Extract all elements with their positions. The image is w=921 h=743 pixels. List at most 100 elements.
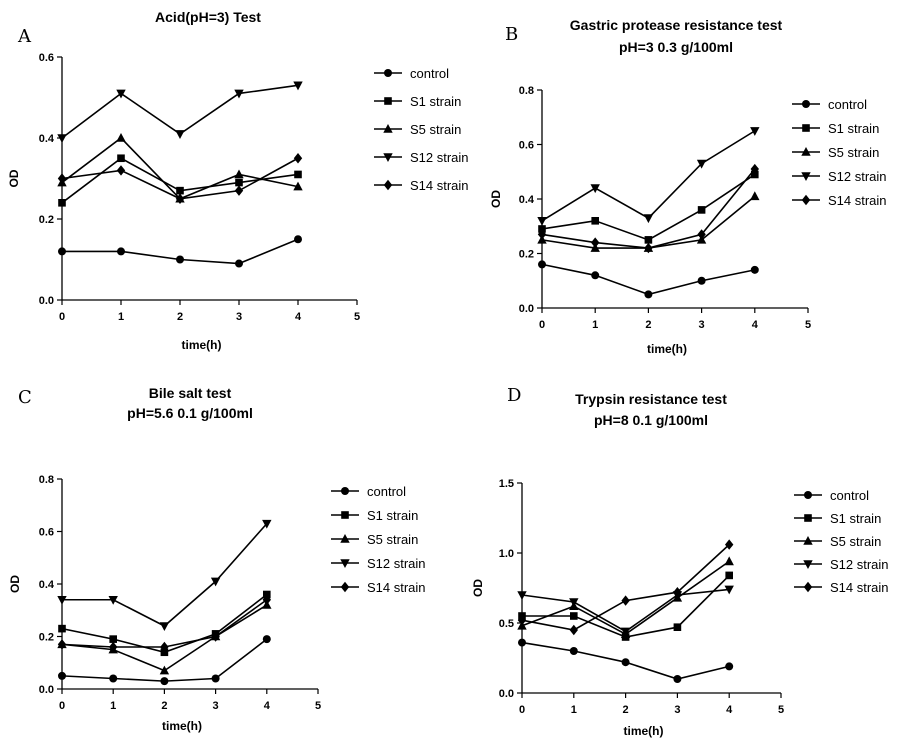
y-tick-label: 0.8 [519, 85, 534, 97]
data-point [517, 615, 527, 626]
legend-entry: S12 strain [374, 150, 469, 165]
x-tick-label: 0 [519, 704, 525, 716]
data-point [175, 193, 185, 204]
data-point [517, 591, 527, 600]
y-tick-label: 0.0 [499, 688, 514, 700]
data-point [176, 255, 184, 264]
series-circle [538, 260, 759, 299]
legend-entry: control [792, 97, 867, 112]
data-point [725, 662, 734, 671]
data-point [211, 631, 220, 642]
data-point [160, 677, 169, 686]
x-tick-label: 4 [295, 311, 302, 323]
legend-label: S1 strain [830, 511, 881, 526]
y-tick-label: 0.6 [39, 52, 54, 64]
data-point [644, 236, 653, 244]
legend-label: S12 strain [367, 556, 426, 571]
x-tick-label: 0 [59, 700, 65, 712]
series-square [538, 170, 759, 244]
legend-entry: S1 strain [792, 121, 879, 136]
data-point [160, 641, 169, 653]
chart-title: Trypsin resistance test [575, 391, 727, 407]
legend-marker [384, 97, 392, 105]
data-point [750, 163, 759, 175]
legend-label: S12 strain [410, 150, 469, 165]
data-point [697, 276, 706, 285]
legend-label: S5 strain [830, 534, 881, 549]
y-tick-label: 0.2 [39, 214, 54, 226]
data-point [724, 556, 734, 566]
data-point [175, 130, 185, 139]
chart-subtitle: pH=3 0.3 g/100ml [619, 39, 733, 55]
legend-marker [803, 560, 813, 569]
legend-entry: S14 strain [374, 178, 469, 193]
x-tick-label: 3 [699, 319, 705, 331]
data-point [116, 165, 126, 176]
data-point [621, 595, 630, 606]
x-tick-label: 5 [778, 704, 784, 716]
legend-marker [801, 172, 811, 181]
data-point [293, 81, 303, 91]
data-point [108, 595, 118, 605]
series-triangle-down [57, 519, 272, 631]
data-point [262, 594, 271, 605]
data-point [590, 184, 600, 194]
series-triangle-up [57, 600, 272, 675]
y-tick-label: 0.6 [39, 527, 54, 539]
data-point [750, 265, 759, 274]
x-tick-label: 2 [161, 700, 167, 712]
panel-letter: D [507, 385, 521, 406]
data-point [262, 519, 272, 529]
x-tick-label: 5 [354, 311, 360, 323]
data-point [159, 622, 170, 631]
y-tick-label: 0.6 [519, 140, 534, 152]
legend-marker [383, 124, 393, 133]
y-tick-label: 0.5 [499, 618, 514, 630]
data-point [538, 260, 546, 269]
data-point [262, 635, 271, 644]
series-triangle-down [537, 127, 760, 226]
x-tick-label: 2 [177, 311, 183, 323]
legend-label: S5 strain [410, 122, 461, 137]
chart-title: Gastric protease resistance test [570, 17, 783, 33]
chart-subtitle: pH=5.6 0.1 g/100ml [127, 405, 253, 421]
x-tick-label: 0 [539, 319, 545, 331]
y-axis-label: OD [7, 169, 21, 187]
data-point [569, 647, 578, 655]
y-tick-label: 0.0 [519, 303, 534, 315]
legend-marker [384, 69, 392, 77]
data-point [57, 134, 67, 143]
data-point [294, 235, 302, 244]
series-triangle-down [517, 585, 734, 637]
data-point [537, 217, 547, 226]
data-point [234, 89, 244, 99]
data-point [570, 612, 578, 620]
data-point [58, 247, 66, 256]
data-point [116, 89, 126, 99]
series-line [61, 84, 299, 139]
panel-a: A Acid(pH=3) Test 0 1 2 3 4 5 0.0 0.2 0.4 0.6 time(h… [7, 9, 469, 352]
series-line [521, 544, 730, 631]
panel-letter: A [17, 26, 32, 47]
legend-label: S14 strain [828, 193, 887, 208]
legend-marker [801, 194, 811, 206]
data-point [159, 665, 170, 675]
x-tick-label: 1 [571, 704, 577, 716]
legend-label: control [367, 484, 406, 499]
x-axis-label: time(h) [162, 719, 202, 733]
data-point [234, 169, 244, 179]
data-point [697, 229, 706, 240]
legend-entry: S12 strain [331, 556, 426, 571]
y-tick-label: 0.4 [519, 194, 535, 206]
data-point [293, 181, 303, 191]
x-axis-label: time(h) [647, 342, 687, 356]
y-tick-label: 0.8 [39, 474, 54, 486]
series-diamond [517, 539, 734, 636]
panel-b: B Gastric protease resistance test pH=3 0.… [489, 17, 887, 356]
legend-marker [804, 491, 812, 499]
x-tick-label: 5 [805, 319, 811, 331]
data-point [673, 587, 682, 598]
data-point [293, 153, 303, 164]
y-tick-label: 1.0 [499, 548, 514, 560]
legend-marker [341, 511, 349, 519]
